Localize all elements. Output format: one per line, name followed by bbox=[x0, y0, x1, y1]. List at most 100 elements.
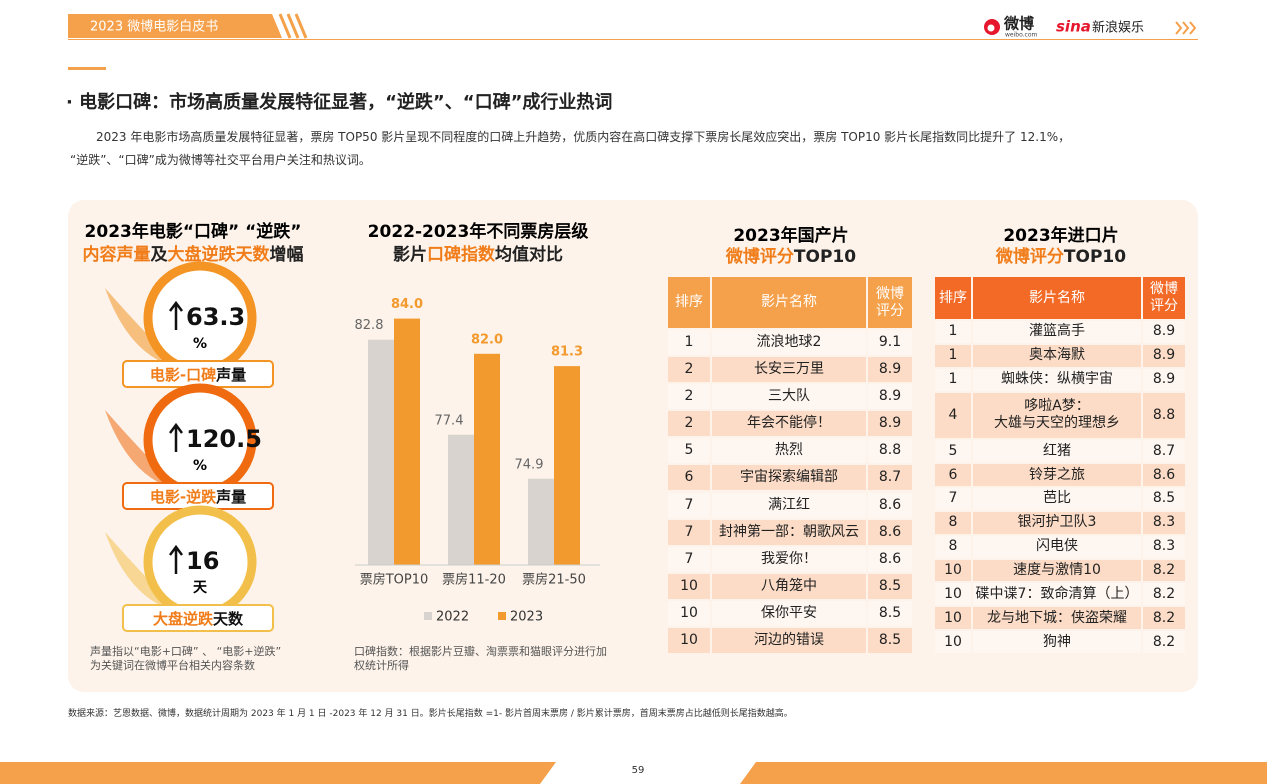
table-cell: 哆啦A梦： 大雄与天空的理想乡 bbox=[973, 392, 1141, 439]
table-cell: 2 bbox=[668, 357, 710, 383]
source-note: 数据来源：艺恩数据、微博，数据统计周期为 2023 年 1 月 1 日 -202… bbox=[68, 709, 793, 719]
table-cell: 8.7 bbox=[1143, 440, 1185, 463]
table-cell: 宇宙探索编辑部 bbox=[712, 465, 866, 491]
legend-swatch bbox=[498, 612, 506, 620]
table-cell: 银河护卫队3 bbox=[973, 511, 1141, 534]
table-cell: 1 bbox=[935, 321, 971, 343]
stats-note: 声量指以“电影+口碑” 、 “电影+逆跌” 为关键词在微博平台相关内容条数 bbox=[90, 645, 282, 672]
x-tick-label: 票房11-20 bbox=[442, 572, 506, 588]
table-cell: 8.5 bbox=[868, 627, 912, 653]
table-cell: 8.5 bbox=[1143, 488, 1185, 510]
title-line: 影片口碑指数均值对比 bbox=[393, 244, 563, 265]
panel-title: 2023年电影“口碑” “逆跌” bbox=[85, 221, 302, 242]
table-cell: 8.2 bbox=[1143, 559, 1185, 582]
table-cell: 8.9 bbox=[868, 411, 912, 437]
table-cell: 三大队 bbox=[712, 384, 866, 410]
table-header-cell: 排序 bbox=[935, 277, 971, 319]
table-cell: 4 bbox=[935, 392, 971, 439]
table-cell: 年会不能停！ bbox=[712, 411, 866, 437]
section-dash bbox=[68, 67, 106, 70]
table-cell: 闪电侠 bbox=[973, 535, 1141, 558]
table-cell: 8.7 bbox=[868, 465, 912, 491]
title-highlight: 微博评分 bbox=[995, 246, 1064, 267]
table-cell: 8.9 bbox=[1143, 368, 1185, 391]
section-heading: · 电影口碑：市场高质量发展特征显著，“逆跌”、“口碑”成行业热词 bbox=[66, 92, 613, 113]
table-cell: 7 bbox=[668, 492, 710, 518]
header-band bbox=[68, 14, 282, 38]
bar bbox=[474, 353, 500, 565]
title-text: 影片 bbox=[393, 244, 427, 265]
table-cell: 长安三万里 bbox=[712, 357, 866, 383]
bar bbox=[448, 434, 474, 565]
table-cell: 8.8 bbox=[868, 438, 912, 464]
stat-unit: % bbox=[193, 458, 207, 474]
stat-value: 120.5 bbox=[186, 425, 262, 453]
table-cell: 龙与地下城：侠盗荣耀 bbox=[973, 607, 1141, 630]
sina-logo: sina bbox=[1056, 18, 1091, 36]
table-cell: 8.6 bbox=[868, 492, 912, 518]
table-cell: 奥本海默 bbox=[973, 344, 1141, 367]
label-text: 声量 bbox=[215, 488, 246, 506]
title-line: 微博评分TOP10 bbox=[995, 246, 1126, 267]
title-highlight: 大盘逆跌天数 bbox=[168, 244, 271, 265]
table-cell: 8 bbox=[935, 535, 971, 558]
title-text: TOP10 bbox=[1064, 247, 1126, 267]
table-cell: 河边的错误 bbox=[712, 627, 866, 653]
table-cell: 7 bbox=[668, 519, 710, 545]
x-tick-label: 票房21-50 bbox=[522, 572, 586, 588]
table-cell: 8.9 bbox=[868, 357, 912, 383]
value-label: 74.9 bbox=[515, 457, 544, 472]
label-highlight: 大盘逆跌 bbox=[153, 610, 214, 628]
chart-title: 2022-2023年不同票房层级 bbox=[368, 221, 589, 242]
table-cell: 10 bbox=[935, 559, 971, 582]
table-cell: 10 bbox=[935, 607, 971, 630]
table-cell: 流浪地球2 bbox=[712, 330, 866, 356]
title-highlight: 口碑指数 bbox=[427, 244, 496, 265]
bar bbox=[394, 318, 420, 565]
up-arrow bbox=[169, 300, 183, 330]
label-text: 声量 bbox=[215, 366, 246, 384]
footer-band-left bbox=[0, 762, 540, 784]
value-label: 81.3 bbox=[551, 345, 583, 360]
table-cell: 8.3 bbox=[1143, 511, 1185, 534]
stat-label: 电影-逆跌声量 bbox=[150, 488, 246, 506]
label-text: 天数 bbox=[213, 610, 244, 628]
table-cell: 8.3 bbox=[1143, 535, 1185, 558]
x-tick-label: 票房TOP10 bbox=[360, 572, 429, 588]
table-cell: 8 bbox=[935, 511, 971, 534]
value-label: 77.4 bbox=[435, 413, 464, 428]
table-cell: 10 bbox=[668, 573, 710, 599]
table-cell: 8.9 bbox=[1143, 321, 1185, 343]
table-cell: 封神第一部：朝歌风云 bbox=[712, 519, 866, 545]
footer-band-tip bbox=[540, 762, 556, 784]
table-cell: 满江红 bbox=[712, 492, 866, 518]
table-cell: 5 bbox=[935, 440, 971, 463]
table-cell: 7 bbox=[668, 546, 710, 572]
content-panel bbox=[68, 200, 1198, 692]
stat-label: 电影-口碑声量 bbox=[150, 366, 246, 384]
table-cell: 8.5 bbox=[868, 573, 912, 599]
table-cell: 2 bbox=[668, 384, 710, 410]
header-stripes bbox=[278, 13, 308, 39]
table-cell: 8.2 bbox=[1143, 607, 1185, 630]
label-box bbox=[122, 604, 274, 632]
table-cell: 八角笼中 bbox=[712, 573, 866, 599]
table-cell: 速度与激情10 bbox=[973, 559, 1141, 582]
up-arrow bbox=[169, 544, 183, 574]
table-cell: 狗神 bbox=[973, 631, 1141, 653]
table-title: 2023年国产片 bbox=[733, 225, 848, 246]
table-cell: 红猪 bbox=[973, 440, 1141, 463]
table-cell: 8.5 bbox=[868, 600, 912, 626]
weibo-icon-eye bbox=[987, 24, 995, 32]
stat-unit: % bbox=[193, 336, 207, 352]
table-header-cell: 微博 评分 bbox=[868, 277, 912, 328]
table-cell: 芭比 bbox=[973, 488, 1141, 510]
table-header-cell: 影片名称 bbox=[712, 277, 866, 328]
table-cell: 7 bbox=[935, 488, 971, 510]
table-cell: 8.2 bbox=[1143, 583, 1185, 606]
table-cell: 9.1 bbox=[868, 330, 912, 356]
title-text: TOP10 bbox=[794, 247, 856, 267]
table-cell: 1 bbox=[668, 330, 710, 356]
